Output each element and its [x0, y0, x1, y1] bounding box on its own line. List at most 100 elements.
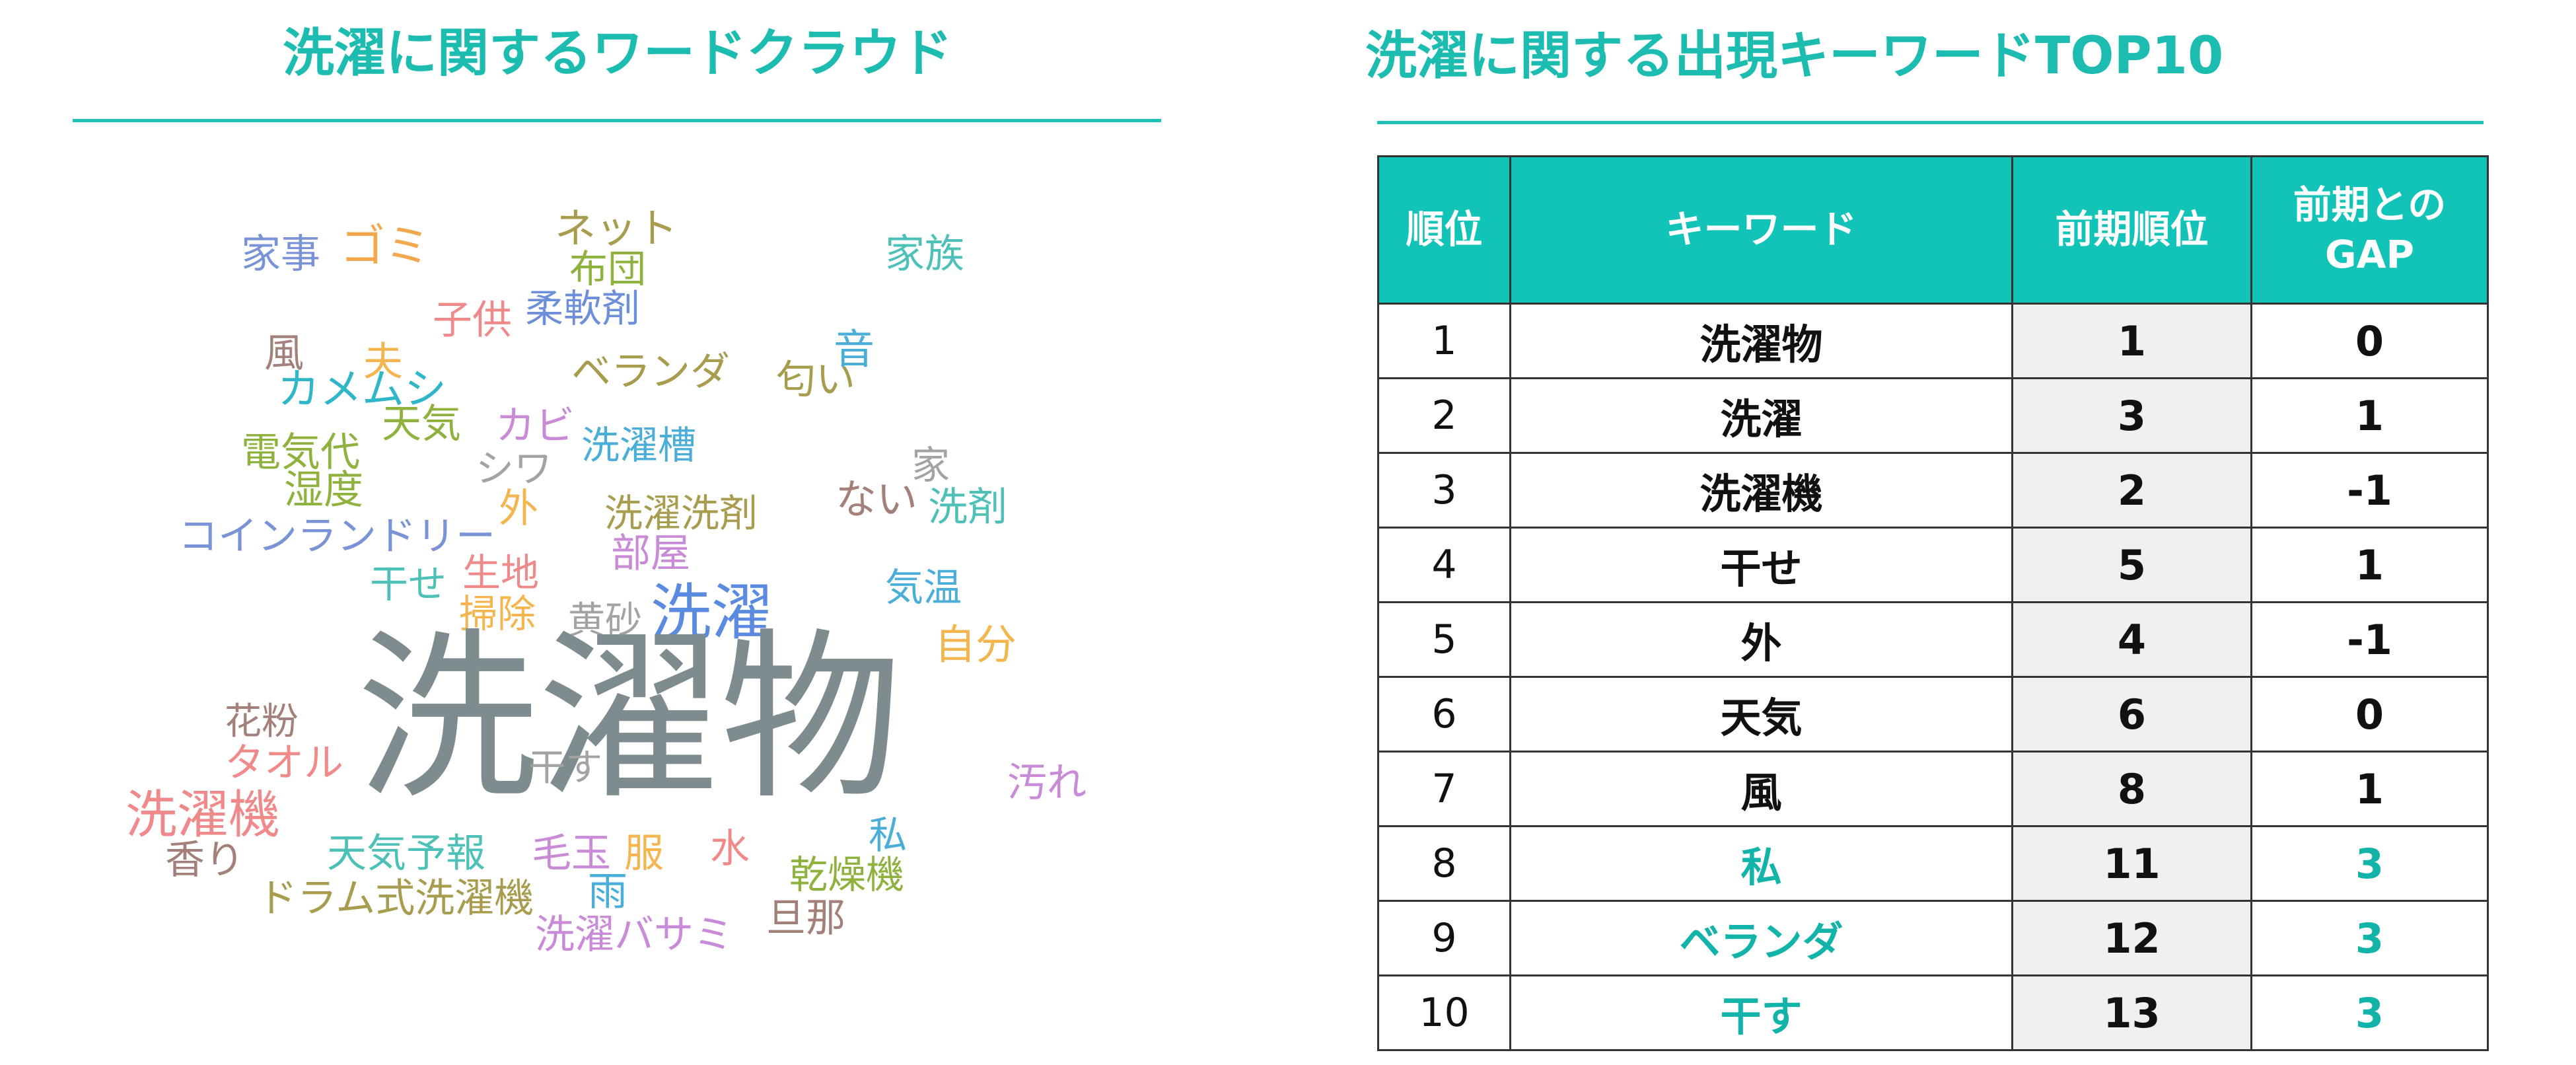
cloud-word: 旦那: [766, 895, 845, 941]
keyword-cell: 風: [1509, 751, 2013, 827]
keyword-ranking-table: 順位 キーワード 前期順位 前期との GAP 1 洗濯物 1 0 2 洗濯 3 1 3 洗濯機 2-…: [1377, 155, 2489, 1051]
table-row: 9 ベランダ 12 3: [1377, 900, 2489, 976]
top10-title: 洗濯に関する出現キーワードTOP10: [1365, 26, 2224, 86]
header-gap: 前期との GAP: [2250, 155, 2489, 305]
cloud-word: 乾燥機: [789, 852, 905, 897]
cloud-word: 家族: [885, 231, 964, 277]
header-prev-rank: 前期順位: [2011, 155, 2252, 305]
cloud-word: 黄砂: [568, 599, 642, 642]
gap-cell: 3: [2250, 974, 2489, 1051]
word-cloud-title: 洗濯に関するワードクラウド: [282, 24, 952, 83]
cloud-word: 天気: [382, 401, 461, 447]
gap-cell: 3: [2250, 900, 2489, 976]
table-row: 10 干す 13 3: [1377, 974, 2489, 1051]
table-row: 4 干せ 5 1: [1377, 527, 2489, 603]
cloud-word: 雨: [588, 869, 627, 915]
cloud-word: 湿度: [284, 467, 363, 513]
cloud-word: 私: [869, 813, 908, 858]
gap-cell: 1: [2250, 751, 2489, 827]
cloud-word: シワ: [476, 446, 553, 491]
word-cloud-title-underline: [73, 119, 1161, 122]
rank-cell: 4: [1377, 527, 1511, 603]
cloud-word: 洗濯洗剤: [604, 491, 758, 536]
table-header-row: 順位 キーワード 前期順位 前期との GAP: [1377, 155, 2489, 305]
cloud-word: 毛玉: [532, 830, 611, 877]
cloud-word: 柔軟剤: [525, 286, 641, 331]
header-rank: 順位: [1377, 155, 1511, 305]
prev-rank-cell: 1: [2011, 303, 2252, 379]
cloud-word: ネット: [555, 204, 678, 252]
cloud-word: 子供: [433, 297, 512, 344]
header-gap-line2: GAP: [2324, 232, 2414, 277]
prev-rank-cell: 8: [2011, 751, 2252, 827]
cloud-word: 干せ: [370, 562, 447, 606]
cloud-word: 外: [499, 486, 538, 532]
gap-cell: -1: [2250, 452, 2489, 529]
rank-cell: 1: [1377, 303, 1511, 379]
cloud-word: 服: [624, 830, 664, 877]
cloud-word: 電気代: [241, 429, 360, 476]
header-keyword: キーワード: [1509, 155, 2013, 305]
gap-cell: 1: [2250, 377, 2489, 454]
cloud-word: 洗濯物: [357, 612, 902, 824]
cloud-word: 匂い: [776, 357, 855, 403]
cloud-word: 布団: [569, 246, 647, 291]
cloud-word: 風: [264, 330, 304, 377]
table-row: 6 天気 6 0: [1377, 676, 2489, 753]
word-cloud: 家事 ゴミ ネット 布団 家族 子供 柔軟剤風 夫 音ベランダ 匂い カメムシ 天気 カビ 洗濯槽 電気代 シ…: [0, 0, 1163, 1065]
rank-cell: 2: [1377, 377, 1511, 454]
table-row: 5 外 4 -1: [1377, 601, 2489, 678]
table-row: 8 私 11 3: [1377, 825, 2489, 902]
cloud-word: 洗濯槽: [581, 423, 697, 468]
cloud-word: 洗濯: [651, 577, 773, 648]
table-row: 3 洗濯機 2 -1: [1377, 452, 2489, 529]
cloud-word: ない: [836, 475, 918, 523]
cloud-word: ゴミ: [340, 221, 431, 273]
prev-rank-cell: 5: [2011, 527, 2252, 603]
keyword-cell: 干せ: [1509, 527, 2013, 603]
cloud-word: 水: [710, 826, 750, 872]
cloud-word: 洗剤: [928, 484, 1007, 531]
rank-cell: 10: [1377, 974, 1511, 1051]
cloud-word: 家事: [241, 231, 320, 277]
cloud-word: 夫: [363, 339, 403, 385]
keyword-cell: 洗濯: [1509, 377, 2013, 454]
prev-rank-cell: 2: [2011, 452, 2252, 529]
keyword-cell: 干す: [1509, 974, 2013, 1051]
keyword-cell: 洗濯機: [1509, 452, 2013, 529]
cloud-word: 天気予報: [327, 830, 485, 877]
cloud-word: カメムシ: [277, 365, 447, 414]
cloud-word: ベランダ: [571, 349, 730, 395]
keyword-cell: 洗濯物: [1509, 303, 2013, 379]
rank-cell: 6: [1377, 676, 1511, 753]
cloud-word: 家: [912, 443, 950, 488]
cloud-word: 花粉: [225, 700, 299, 743]
gap-cell: 3: [2250, 825, 2489, 902]
top10-title-underline: [1377, 121, 2484, 124]
cloud-word: コインランドリー: [178, 513, 495, 560]
cloud-word: 掃除: [459, 591, 536, 636]
gap-cell: -1: [2250, 601, 2489, 678]
cloud-word: 気温: [885, 565, 962, 610]
prev-rank-cell: 11: [2011, 825, 2252, 902]
prev-rank-cell: 13: [2011, 974, 2252, 1051]
gap-cell: 1: [2250, 527, 2489, 603]
prev-rank-cell: 12: [2011, 900, 2252, 976]
rank-cell: 7: [1377, 751, 1511, 827]
cloud-word: タオル: [225, 740, 343, 786]
cloud-word: 音: [834, 325, 875, 373]
cloud-word: 自分: [935, 620, 1017, 669]
cloud-word: 香り: [165, 837, 244, 883]
prev-rank-cell: 6: [2011, 676, 2252, 753]
prev-rank-cell: 4: [2011, 601, 2252, 678]
cloud-word: 部屋: [611, 531, 690, 577]
table-row: 2 洗濯 3 1: [1377, 377, 2489, 454]
rank-cell: 5: [1377, 601, 1511, 678]
keyword-cell: 外: [1509, 601, 2013, 678]
keyword-cell: 私: [1509, 825, 2013, 902]
cloud-word: 汚れ: [1007, 760, 1087, 806]
header-gap-line1: 前期との: [2293, 182, 2447, 227]
cloud-word: 干す: [528, 747, 602, 790]
gap-cell: 0: [2250, 676, 2489, 753]
